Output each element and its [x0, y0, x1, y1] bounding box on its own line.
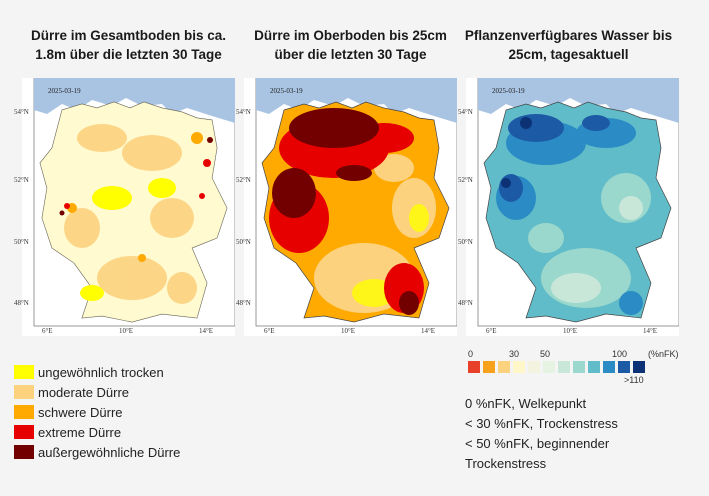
scale-label-30: 30: [509, 349, 520, 359]
legend-swatch: [14, 445, 34, 459]
lon-tick-14: 14°E: [643, 327, 658, 335]
map-plant-available-water: 2025-03-19 54°N 52°N 50°N 48°N 6°E 10°E …: [458, 78, 679, 336]
scale-box: [513, 361, 525, 373]
scale-box: [543, 361, 555, 373]
legend-label: moderate Dürre: [38, 384, 130, 400]
lat-tick-48: 48°N: [14, 299, 29, 307]
scale-box: [468, 361, 480, 373]
legend-swatch: [14, 425, 34, 439]
scale-box: [573, 361, 585, 373]
map-date-label: 2025-03-19: [270, 87, 303, 95]
map-date-label: 2025-03-19: [492, 87, 525, 95]
lon-tick-10: 10°E: [341, 327, 356, 335]
scale-label-100: 100: [612, 349, 628, 359]
scale-box: [528, 361, 540, 373]
scale-box: [498, 361, 510, 373]
lat-tick-54: 54°N: [236, 108, 251, 116]
lat-tick-50: 50°N: [236, 238, 251, 246]
lon-tick-6: 6°E: [264, 327, 275, 335]
legend-swatch: [14, 365, 34, 379]
map-title-plant-water: Pflanzenverfügbares Wasser bis 25cm, tag…: [464, 28, 673, 62]
lon-tick-6: 6°E: [42, 327, 53, 335]
scale-box: [618, 361, 630, 373]
note-line: < 30 %nFK, Trockenstress: [465, 416, 618, 431]
legend-item: moderate Dürre: [14, 382, 180, 402]
lat-tick-50: 50°N: [458, 238, 473, 246]
lat-tick-48: 48°N: [458, 299, 473, 307]
lat-tick-52: 52°N: [236, 176, 251, 184]
scale-label-0: 0: [468, 349, 474, 359]
water-notes: 0 %nFK, Welkepunkt < 30 %nFK, Trockenstr…: [465, 394, 618, 474]
lon-tick-6: 6°E: [486, 327, 497, 335]
legend-label: schwere Dürre: [38, 404, 123, 420]
map-total-soil-drought: 2025-03-19 54°N 52°N 50°N 48°N 6°E 10°E …: [14, 78, 235, 336]
note-line: Trockenstress: [465, 456, 547, 471]
legend-item: ungewöhnlich trocken: [14, 362, 180, 382]
lat-tick-54: 54°N: [458, 108, 473, 116]
lon-tick-14: 14°E: [199, 327, 214, 335]
map-title-topsoil: Dürre im Oberboden bis 25cm über die let…: [254, 28, 447, 62]
legend-label: ungewöhnlich trocken: [38, 364, 164, 380]
scale-box: [588, 361, 600, 373]
note-line: 0 %nFK, Welkepunkt: [465, 396, 587, 411]
drought-legend: ungewöhnlich trocken moderate Dürre schw…: [14, 362, 180, 462]
lat-tick-54: 54°N: [14, 108, 29, 116]
lat-tick-48: 48°N: [236, 299, 251, 307]
scale-unit: (%nFK): [648, 349, 679, 359]
lon-tick-14: 14°E: [421, 327, 436, 335]
lon-tick-10: 10°E: [563, 327, 578, 335]
map-date-label: 2025-03-19: [48, 87, 81, 95]
scale-label-50: 50: [540, 349, 551, 359]
legend-swatch: [14, 385, 34, 399]
lat-tick-52: 52°N: [458, 176, 473, 184]
map-title-total-soil: Dürre im Gesamtboden bis ca. 1.8m über d…: [30, 28, 227, 62]
scale-box: [603, 361, 615, 373]
legend-item: außergewöhnliche Dürre: [14, 442, 180, 462]
scale-box: [558, 361, 570, 373]
map-topsoil-drought: 2025-03-19 54°N 52°N 50°N 48°N 6°E 10°E …: [236, 78, 457, 336]
scale-box: [483, 361, 495, 373]
lon-tick-10: 10°E: [119, 327, 134, 335]
scale-box: [633, 361, 645, 373]
legend-label: extreme Dürre: [38, 424, 122, 440]
scale-label-110: >110: [624, 375, 644, 385]
note-line: < 50 %nFK, beginnender: [465, 436, 610, 451]
legend-swatch: [14, 405, 34, 419]
lat-tick-52: 52°N: [14, 176, 29, 184]
lat-tick-50: 50°N: [14, 238, 29, 246]
legend-item: schwere Dürre: [14, 402, 180, 422]
legend-label: außergewöhnliche Dürre: [38, 444, 181, 460]
scale-boxes: [468, 361, 648, 373]
legend-item: extreme Dürre: [14, 422, 180, 442]
